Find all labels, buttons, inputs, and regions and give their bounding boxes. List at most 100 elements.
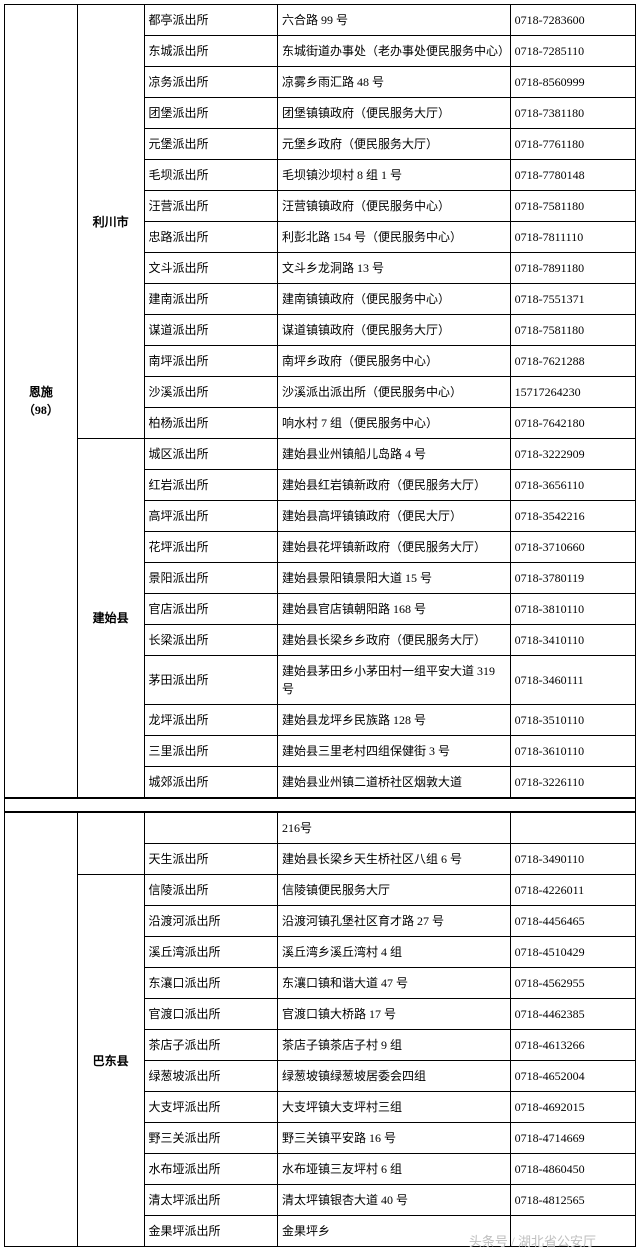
phone-cell: 0718-3810110 [510, 594, 635, 625]
address-cell: 毛坝镇沙坝村 8 组 1 号 [278, 160, 511, 191]
address-cell: 元堡乡政府（便民服务大厅） [278, 129, 511, 160]
phone-cell: 0718-4714669 [510, 1123, 635, 1154]
address-cell: 官渡口镇大桥路 17 号 [278, 999, 511, 1030]
station-cell: 南坪派出所 [144, 346, 277, 377]
station-cell: 团堡派出所 [144, 98, 277, 129]
directory-table-upper: 恩施（98）利川市都亭派出所六合路 99 号0718-7283600东城派出所东… [4, 4, 636, 798]
phone-cell: 0718-3222909 [510, 439, 635, 470]
address-cell: 团堡镇镇政府（便民服务大厅） [278, 98, 511, 129]
station-cell: 长梁派出所 [144, 625, 277, 656]
table-row: 建始县城区派出所建始县业州镇船儿岛路 4 号0718-3222909 [5, 439, 636, 470]
station-cell: 凉务派出所 [144, 67, 277, 98]
phone-cell: 0718-4652004 [510, 1061, 635, 1092]
address-cell: 建南镇镇政府（便民服务中心） [278, 284, 511, 315]
station-cell: 毛坝派出所 [144, 160, 277, 191]
phone-cell [510, 1216, 635, 1247]
station-cell: 文斗派出所 [144, 253, 277, 284]
phone-cell: 0718-7891180 [510, 253, 635, 284]
phone-cell: 0718-4462385 [510, 999, 635, 1030]
phone-cell: 0718-3542216 [510, 501, 635, 532]
phone-cell: 0718-3460111 [510, 656, 635, 705]
address-cell: 南坪乡政府（便民服务中心） [278, 346, 511, 377]
phone-cell: 0718-4860450 [510, 1154, 635, 1185]
address-cell: 建始县景阳镇景阳大道 15 号 [278, 563, 511, 594]
station-cell: 景阳派出所 [144, 563, 277, 594]
phone-cell: 0718-3656110 [510, 470, 635, 501]
address-cell: 东瀼口镇和谐大道 47 号 [278, 968, 511, 999]
city-cell: 建始县 [77, 439, 144, 798]
phone-cell: 0718-4613266 [510, 1030, 635, 1061]
station-cell: 高坪派出所 [144, 501, 277, 532]
station-cell: 信陵派出所 [144, 875, 277, 906]
phone-cell: 0718-7761180 [510, 129, 635, 160]
phone-cell: 0718-7621288 [510, 346, 635, 377]
phone-cell: 0718-4456465 [510, 906, 635, 937]
station-cell: 大支坪派出所 [144, 1092, 277, 1123]
phone-cell: 0718-7811110 [510, 222, 635, 253]
phone-cell: 0718-7642180 [510, 408, 635, 439]
station-cell: 茅田派出所 [144, 656, 277, 705]
table-row: 巴东县信陵派出所信陵镇便民服务大厅0718-4226011 [5, 875, 636, 906]
address-cell: 谋道镇镇政府（便民服务大厅） [278, 315, 511, 346]
station-cell [144, 813, 277, 844]
phone-cell: 0718-3610110 [510, 736, 635, 767]
address-cell: 溪丘湾乡溪丘湾村 4 组 [278, 937, 511, 968]
address-cell: 建始县业州镇二道桥社区烟敦大道 [278, 767, 511, 798]
region-cell: 恩施（98） [5, 5, 78, 798]
address-cell: 建始县红岩镇新政府（便民服务大厅） [278, 470, 511, 501]
address-cell: 建始县三里老村四组保健街 3 号 [278, 736, 511, 767]
phone-cell: 0718-3780119 [510, 563, 635, 594]
station-cell: 三里派出所 [144, 736, 277, 767]
address-cell: 清太坪镇银杏大道 40 号 [278, 1185, 511, 1216]
station-cell: 绿葱坡派出所 [144, 1061, 277, 1092]
address-cell: 汪营镇镇政府（便民服务中心） [278, 191, 511, 222]
page-root: 恩施（98）利川市都亭派出所六合路 99 号0718-7283600东城派出所东… [0, 0, 640, 1254]
phone-cell: 0718-8560999 [510, 67, 635, 98]
address-cell: 六合路 99 号 [278, 5, 511, 36]
gap-row [4, 798, 636, 812]
phone-cell: 0718-7581180 [510, 315, 635, 346]
station-cell: 忠路派出所 [144, 222, 277, 253]
station-cell: 水布垭派出所 [144, 1154, 277, 1185]
address-cell: 大支坪镇大支坪村三组 [278, 1092, 511, 1123]
phone-cell: 0718-4562955 [510, 968, 635, 999]
city-cell: 巴东县 [77, 875, 144, 1247]
city-cell-continued [77, 813, 144, 875]
phone-cell: 0718-3710660 [510, 532, 635, 563]
phone-cell: 0718-3490110 [510, 844, 635, 875]
region-cell-continued [5, 813, 78, 1247]
phone-cell: 0718-4510429 [510, 937, 635, 968]
station-cell: 花坪派出所 [144, 532, 277, 563]
address-cell: 文斗乡龙洞路 13 号 [278, 253, 511, 284]
address-cell: 利彭北路 154 号（便民服务中心） [278, 222, 511, 253]
station-cell: 元堡派出所 [144, 129, 277, 160]
station-cell: 建南派出所 [144, 284, 277, 315]
address-cell: 建始县花坪镇新政府（便民服务大厅） [278, 532, 511, 563]
address-cell: 建始县长梁乡乡政府（便民服务大厅） [278, 625, 511, 656]
phone-cell: 0718-4812565 [510, 1185, 635, 1216]
station-cell: 官店派出所 [144, 594, 277, 625]
address-cell: 凉雾乡雨汇路 48 号 [278, 67, 511, 98]
address-cell: 沙溪派出派出所（便民服务中心） [278, 377, 511, 408]
address-cell: 建始县长梁乡天生桥社区八组 6 号 [278, 844, 511, 875]
station-cell: 龙坪派出所 [144, 705, 277, 736]
address-cell: 茶店子镇茶店子村 9 组 [278, 1030, 511, 1061]
address-cell: 建始县高坪镇镇政府（便民大厅） [278, 501, 511, 532]
phone-cell: 0718-3226110 [510, 767, 635, 798]
address-cell: 金果坪乡 [278, 1216, 511, 1247]
station-cell: 东瀼口派出所 [144, 968, 277, 999]
address-cell: 建始县龙坪乡民族路 128 号 [278, 705, 511, 736]
phone-cell: 0718-7285110 [510, 36, 635, 67]
address-cell: 建始县茅田乡小茅田村一组平安大道 319 号 [278, 656, 511, 705]
phone-cell: 0718-3410110 [510, 625, 635, 656]
phone-cell: 0718-7581180 [510, 191, 635, 222]
station-cell: 金果坪派出所 [144, 1216, 277, 1247]
phone-cell: 0718-3510110 [510, 705, 635, 736]
station-cell: 野三关派出所 [144, 1123, 277, 1154]
station-cell: 官渡口派出所 [144, 999, 277, 1030]
phone-cell: 0718-4226011 [510, 875, 635, 906]
phone-cell: 0718-7551371 [510, 284, 635, 315]
station-cell: 汪营派出所 [144, 191, 277, 222]
station-cell: 沙溪派出所 [144, 377, 277, 408]
station-cell: 城郊派出所 [144, 767, 277, 798]
